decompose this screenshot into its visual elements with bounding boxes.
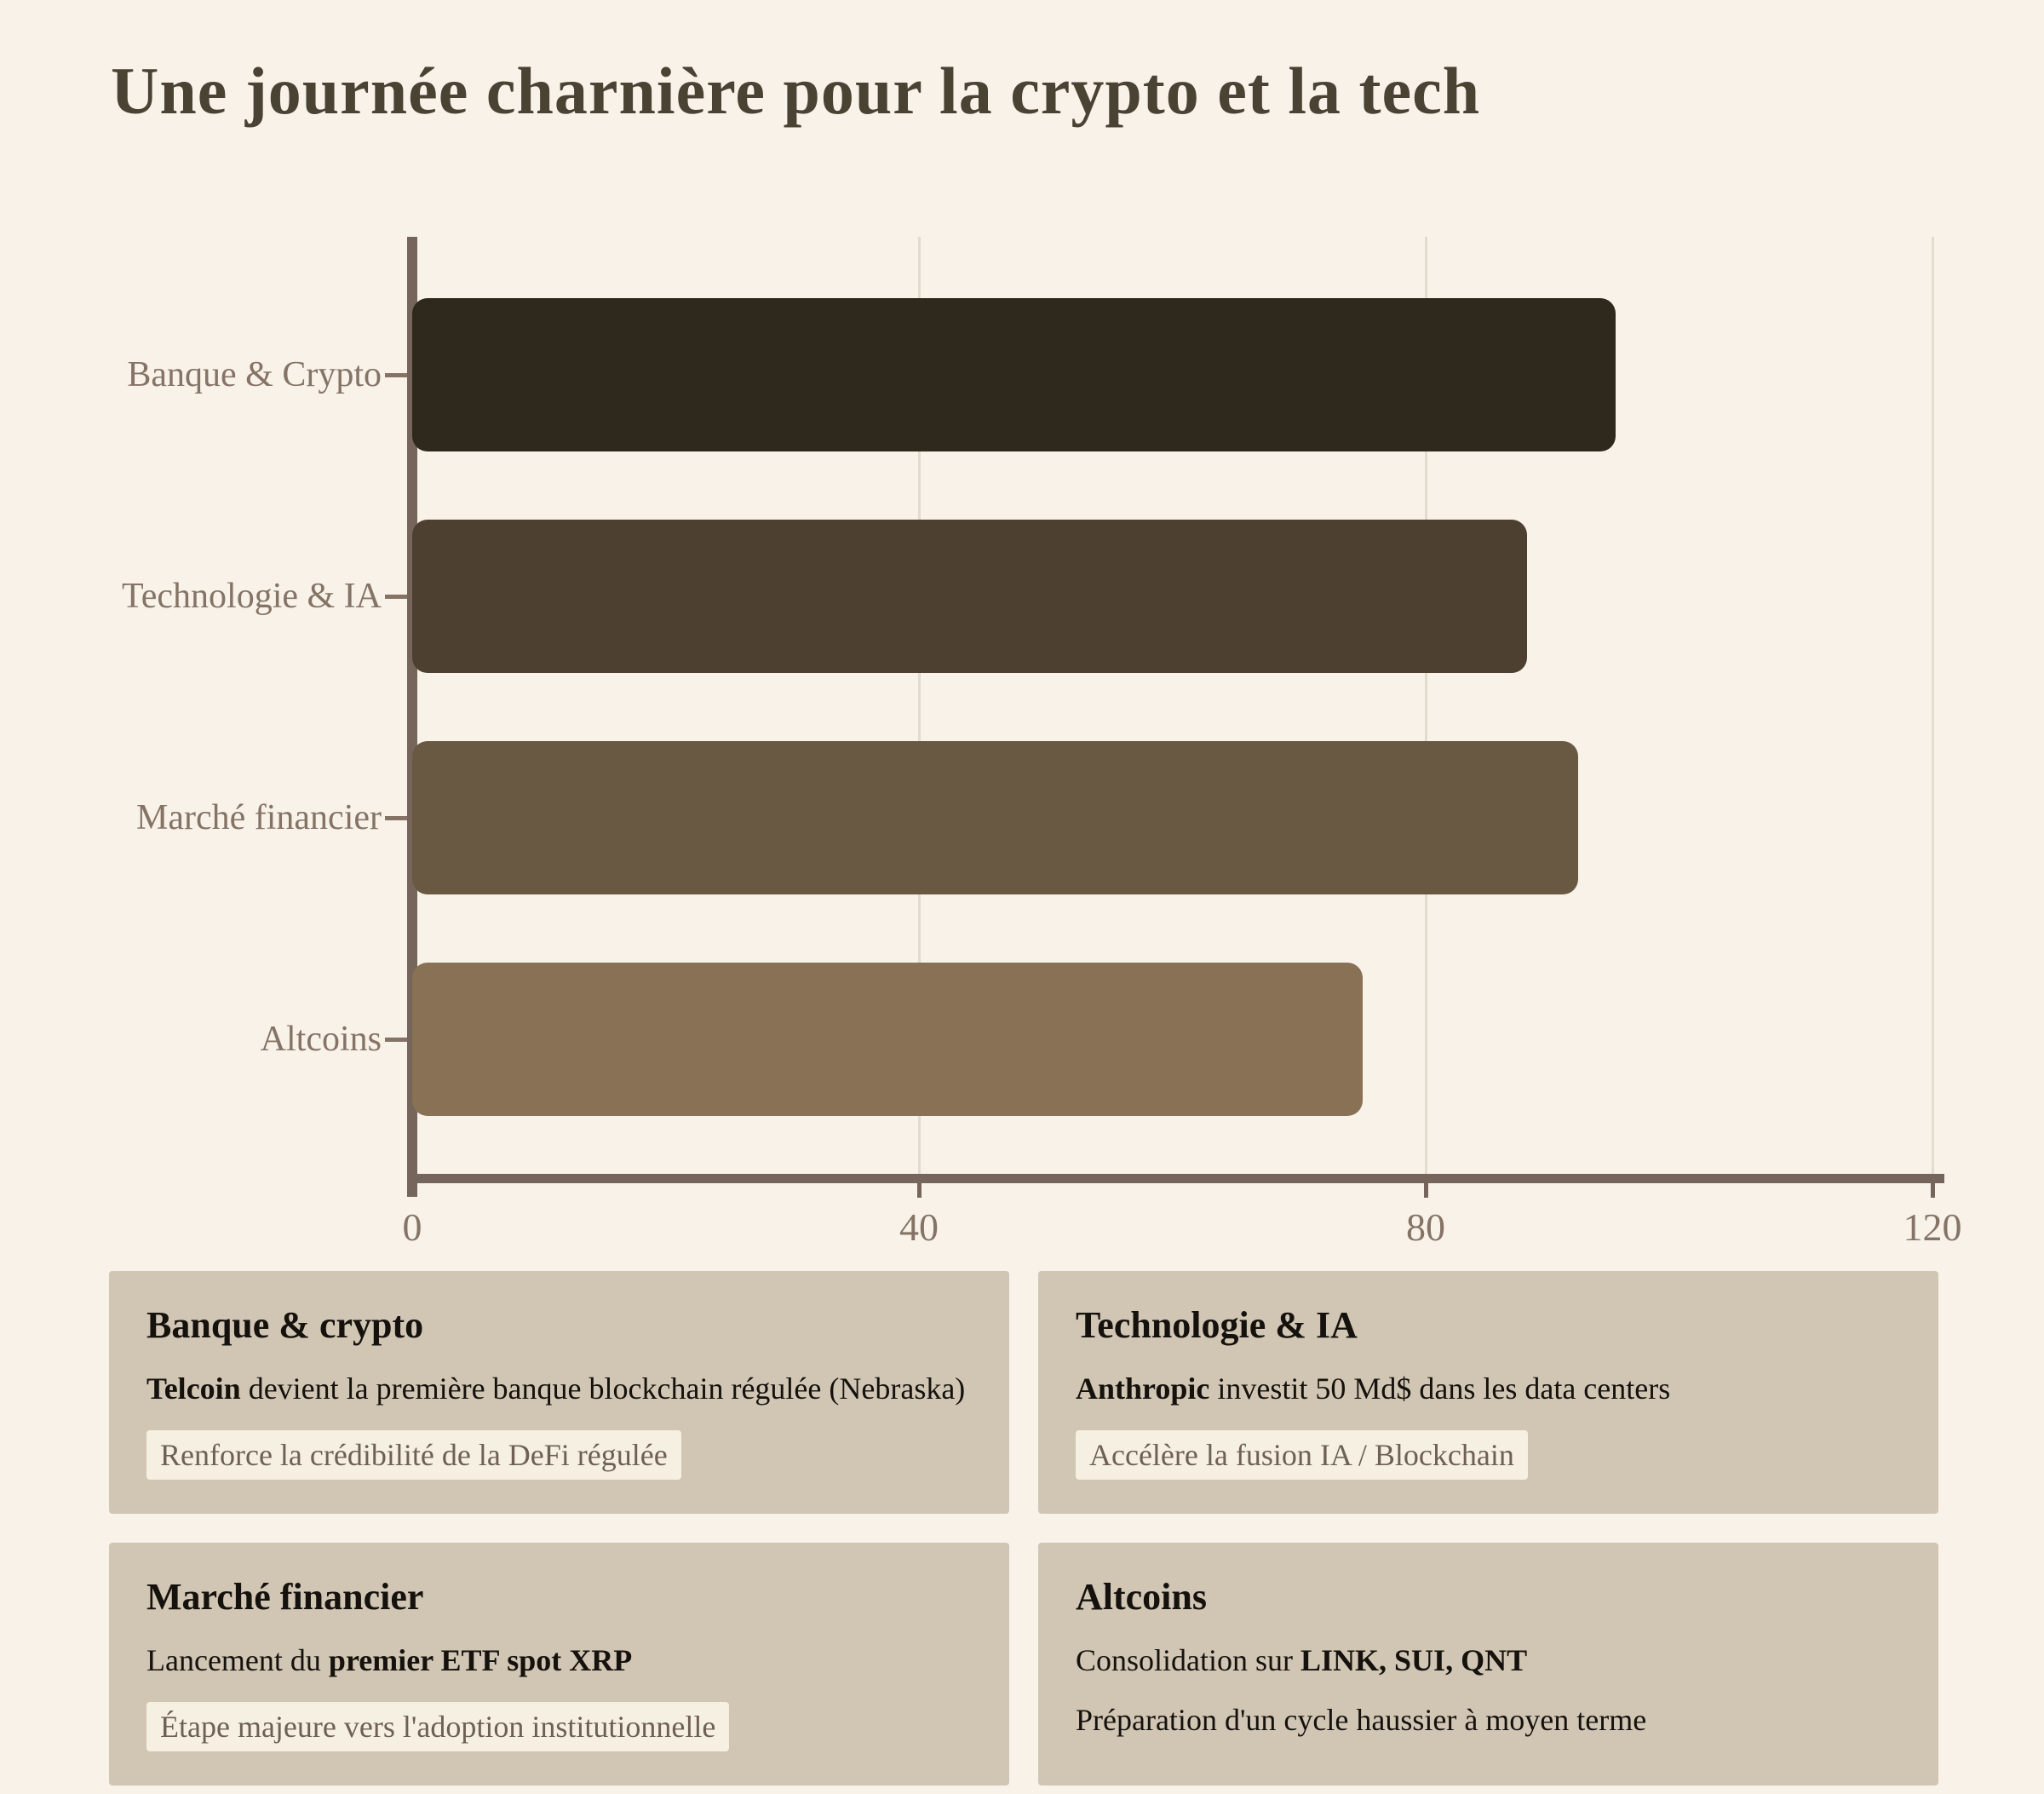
card-body-bold: LINK, SUI, QNT xyxy=(1300,1643,1528,1677)
card-body: Lancement du premier ETF spot XRP xyxy=(146,1642,972,1678)
y-axis-label: Technologie & IA xyxy=(122,577,382,616)
y-axis-tick xyxy=(385,372,407,377)
chart-bar xyxy=(412,520,1527,673)
card-body: Anthropic investit 50 Md$ dans les data … xyxy=(1076,1371,1901,1406)
x-axis-tick-label: 0 xyxy=(402,1205,422,1249)
y-axis-tick xyxy=(385,815,407,820)
y-axis-label: Altcoins xyxy=(260,1020,382,1059)
card-heading: Technologie & IA xyxy=(1076,1304,1358,1346)
card-highlight: Accélère la fusion IA / Blockchain xyxy=(1076,1430,1528,1480)
y-axis-line xyxy=(407,237,417,1197)
summary-card: Altcoins Consolidation sur LINK, SUI, QNT… xyxy=(1038,1543,1938,1785)
card-body-text: Lancement du xyxy=(146,1643,329,1677)
y-axis-tick xyxy=(385,1037,407,1042)
card-body-bold: Telcoin xyxy=(146,1371,241,1406)
gridline xyxy=(917,237,921,1174)
summary-card: Marché financier Lancement du premier ETF… xyxy=(109,1543,1009,1785)
x-axis-tick xyxy=(916,1183,922,1198)
y-axis-tick xyxy=(385,594,407,599)
chart-bar xyxy=(412,741,1578,894)
x-axis-tick-label: 80 xyxy=(1406,1205,1445,1249)
card-body-bold: premier ETF spot XRP xyxy=(328,1643,633,1677)
card-body-text: Consolidation sur xyxy=(1076,1643,1301,1677)
y-axis-label: Banque & Crypto xyxy=(127,355,382,394)
y-axis-label: Marché financier xyxy=(136,798,382,837)
summary-card: Technologie & IA Anthropic investit 50 Md… xyxy=(1038,1271,1938,1514)
card-body: Telcoin devient la première banque block… xyxy=(146,1371,972,1406)
chart-bar xyxy=(412,963,1363,1116)
gridline xyxy=(1931,237,1934,1174)
card-body-bold: Anthropic xyxy=(1076,1371,1210,1406)
summary-card: Banque & crypto Telcoin devient la premiè… xyxy=(109,1271,1009,1514)
card-body: Consolidation sur LINK, SUI, QNT xyxy=(1076,1642,1901,1678)
card-highlight: Renforce la crédibilité de la DeFi régul… xyxy=(146,1430,681,1480)
card-note: Préparation d'un cycle haussier à moyen … xyxy=(1076,1703,1647,1737)
chart-bar xyxy=(412,298,1616,451)
x-axis-tick-label: 40 xyxy=(899,1205,939,1249)
x-axis-line xyxy=(407,1174,1944,1183)
chart-title: Une journée charnière pour la crypto et … xyxy=(111,54,1481,128)
card-heading: Banque & crypto xyxy=(146,1304,424,1346)
card-highlight: Étape majeure vers l'adoption institutio… xyxy=(146,1702,730,1751)
summary-cards-grid: Banque & crypto Telcoin devient la premiè… xyxy=(109,1271,1938,1785)
x-axis-tick xyxy=(1930,1183,1935,1198)
x-axis-tick xyxy=(1423,1183,1428,1198)
card-body-text: investit 50 Md$ dans les data centers xyxy=(1209,1371,1671,1406)
card-body-text: devient la première banque blockchain ré… xyxy=(240,1371,966,1406)
x-axis-tick-label: 120 xyxy=(1903,1205,1962,1249)
gridline xyxy=(1424,237,1427,1174)
card-heading: Altcoins xyxy=(1076,1576,1207,1618)
card-heading: Marché financier xyxy=(146,1576,424,1618)
